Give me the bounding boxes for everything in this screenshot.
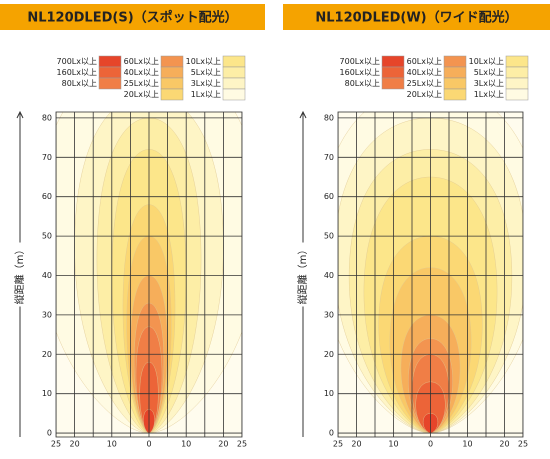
legend-label: 20Lx以上 — [407, 90, 442, 99]
legend-label: 60Lx以上 — [124, 57, 159, 66]
legend-label: 10Lx以上 — [469, 57, 504, 66]
x-tick-label: 20 — [218, 440, 228, 449]
legend-swatch — [381, 55, 405, 68]
y-tick-label: 60 — [324, 192, 334, 201]
legend-swatch — [160, 77, 184, 90]
legend-swatch — [443, 55, 467, 68]
label-bg — [14, 242, 26, 307]
legend-label: 5Lx以上 — [191, 68, 221, 77]
x-tick-label: 20 — [499, 440, 509, 449]
legend-label: 20Lx以上 — [124, 90, 159, 99]
y-tick-label: 50 — [324, 232, 334, 241]
plot — [338, 112, 523, 437]
x-tick-label: 25 — [518, 440, 528, 449]
legend-label: 5Lx以上 — [474, 68, 504, 77]
legend-label: 40Lx以上 — [407, 68, 442, 77]
y-tick-label: 10 — [324, 389, 334, 398]
legend-swatch — [505, 88, 529, 101]
x-tick-label: 0 — [428, 440, 433, 449]
x-tick-label: 10 — [462, 440, 472, 449]
x-tick-label: 25 — [51, 440, 61, 449]
legend-swatch — [505, 55, 529, 68]
legend-swatch — [160, 66, 184, 79]
legend-swatch — [505, 77, 529, 90]
legend-swatch — [222, 77, 246, 90]
y-tick-label: 40 — [324, 271, 334, 280]
legend-swatch — [443, 77, 467, 90]
legend-swatch — [222, 88, 246, 101]
legend-swatch — [443, 88, 467, 101]
legend-label: 160Lx以上 — [340, 68, 380, 77]
legend-label: 80Lx以上 — [345, 79, 380, 88]
chart-title: NL120DLED(S)（スポット配光） — [27, 10, 237, 26]
y-tick-label: 70 — [42, 153, 52, 162]
y-axis-label: 縦距離（m） — [296, 245, 309, 305]
y-axis-label: 縦距離（m） — [13, 245, 26, 305]
x-tick-label: 10 — [107, 440, 117, 449]
arrow-head — [299, 110, 307, 119]
y-tick-label: 50 — [42, 232, 52, 241]
x-tick-label: 10 — [181, 440, 191, 449]
legend-swatch — [160, 88, 184, 101]
legend-swatch — [505, 66, 529, 79]
legend-swatch — [381, 77, 405, 90]
chart-title: NL120DLED(W)（ワイド配光） — [315, 10, 517, 26]
legend-label: 1Lx以上 — [474, 90, 504, 99]
legend-label: 25Lx以上 — [124, 79, 159, 88]
legend-label: 10Lx以上 — [186, 57, 221, 66]
x-tick-label: 20 — [351, 440, 361, 449]
y-tick-label: 20 — [324, 350, 334, 359]
x-tick-label: 10 — [388, 440, 398, 449]
legend-swatch — [98, 77, 122, 90]
legend-label: 3Lx以上 — [474, 79, 504, 88]
legend-swatch — [381, 66, 405, 79]
title-banner — [283, 4, 550, 30]
legend-label: 1Lx以上 — [191, 90, 221, 99]
legend-swatch — [443, 66, 467, 79]
label-bg — [297, 242, 309, 307]
x-tick-label: 20 — [70, 440, 80, 449]
legend-swatch — [98, 66, 122, 79]
legend-label: 160Lx以上 — [57, 68, 97, 77]
y-tick-label: 20 — [42, 350, 52, 359]
legend-label: 80Lx以上 — [62, 79, 97, 88]
y-tick-label: 80 — [324, 113, 334, 122]
legend-label: 60Lx以上 — [407, 57, 442, 66]
y-tick-label: 0 — [47, 429, 52, 438]
legend-swatch — [160, 55, 184, 68]
legend-label: 3Lx以上 — [191, 79, 221, 88]
x-tick-label: 0 — [146, 440, 151, 449]
plot — [56, 112, 242, 437]
y-tick-label: 30 — [42, 310, 52, 319]
y-tick-label: 40 — [42, 271, 52, 280]
y-tick-label: 30 — [324, 310, 334, 319]
y-tick-label: 0 — [329, 429, 334, 438]
legend-label: 700Lx以上 — [340, 57, 380, 66]
legend-label: 700Lx以上 — [57, 57, 97, 66]
legend-swatch — [222, 55, 246, 68]
plot-frame — [337, 111, 524, 438]
y-tick-label: 70 — [324, 153, 334, 162]
y-tick-label: 80 — [42, 113, 52, 122]
legend-swatch — [98, 55, 122, 68]
arrow-head — [16, 110, 24, 119]
legend-swatch — [222, 66, 246, 79]
y-tick-label: 10 — [42, 389, 52, 398]
y-tick-label: 60 — [42, 192, 52, 201]
x-tick-label: 25 — [237, 440, 247, 449]
legend-label: 25Lx以上 — [407, 79, 442, 88]
x-tick-label: 25 — [333, 440, 343, 449]
legend-label: 40Lx以上 — [124, 68, 159, 77]
title-banner — [0, 4, 265, 30]
plot-frame — [55, 111, 243, 438]
